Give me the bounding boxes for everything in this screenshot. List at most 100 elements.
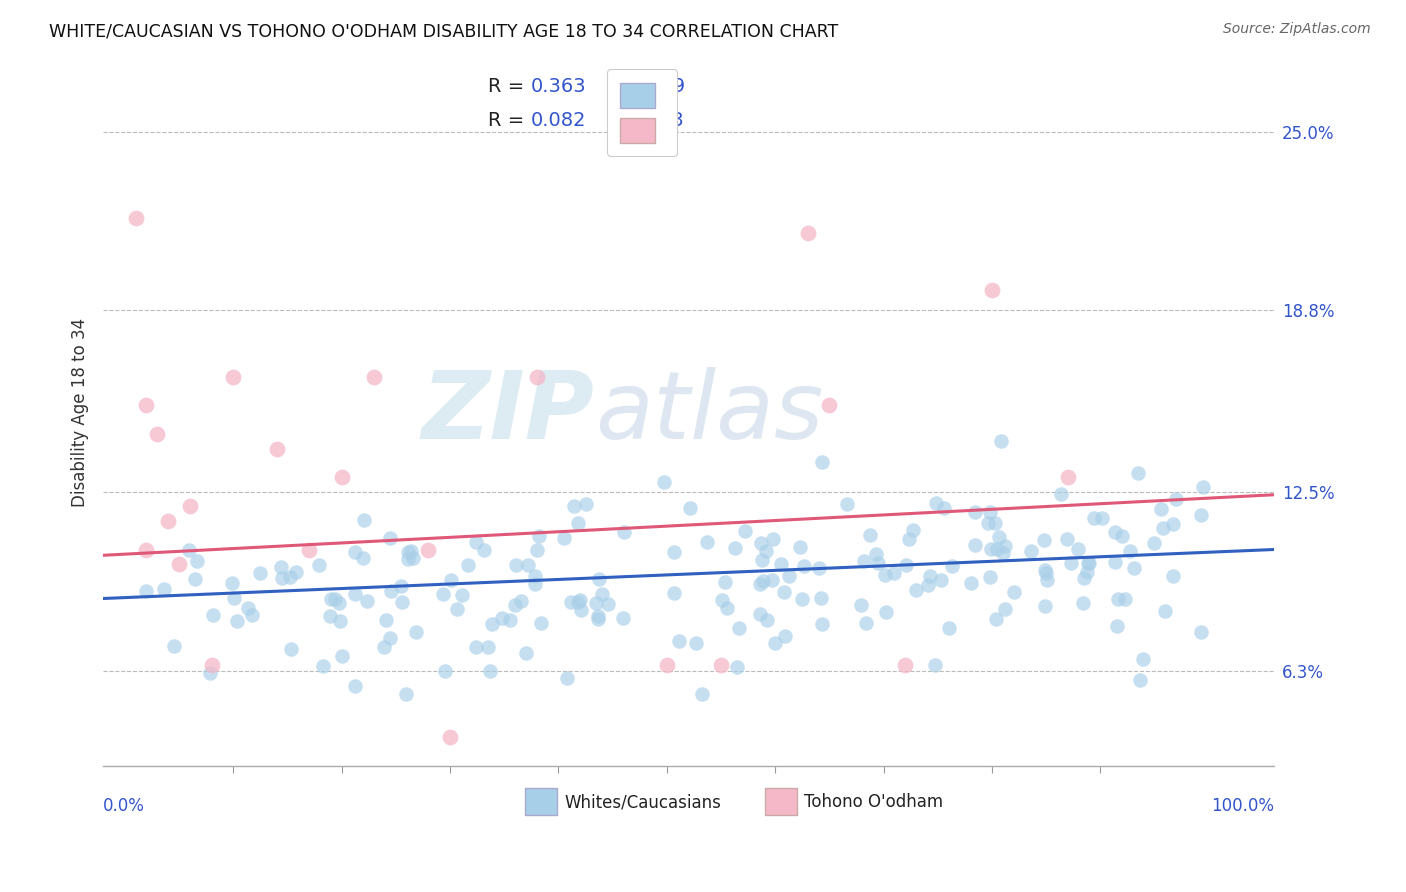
Point: [755, 613, 778, 627]
Point: [312, 659, 335, 673]
Point: [883, 566, 905, 580]
Point: [668, 634, 690, 648]
Point: [179, 500, 201, 514]
Point: [664, 545, 686, 559]
Point: [396, 545, 419, 559]
Point: [330, 470, 353, 484]
Point: [755, 543, 778, 558]
Point: [748, 576, 770, 591]
Point: [963, 537, 986, 551]
Point: [157, 514, 180, 528]
Point: [479, 664, 502, 678]
Point: [1071, 596, 1094, 610]
Point: [724, 541, 747, 555]
Point: [1033, 599, 1056, 614]
Point: [328, 596, 350, 610]
Point: [560, 594, 582, 608]
Point: [222, 369, 245, 384]
Point: [938, 621, 960, 635]
Point: [352, 551, 374, 566]
Point: [1073, 571, 1095, 585]
Point: [748, 607, 770, 621]
Point: [986, 612, 1008, 626]
Point: [808, 561, 831, 575]
Point: [1083, 511, 1105, 525]
Point: [373, 640, 395, 654]
Point: [402, 550, 425, 565]
Point: [1066, 541, 1088, 556]
Point: [994, 601, 1017, 615]
Point: [343, 586, 366, 600]
Point: [146, 427, 169, 442]
Point: [596, 597, 619, 611]
Point: [994, 539, 1017, 553]
Point: [713, 574, 735, 589]
Text: Tohono O'odham: Tohono O'odham: [804, 793, 943, 812]
Point: [530, 615, 553, 630]
Point: [1105, 619, 1128, 633]
Point: [941, 559, 963, 574]
Point: [585, 596, 607, 610]
Point: [793, 558, 815, 573]
Text: 0.082: 0.082: [530, 112, 586, 130]
Point: [1077, 557, 1099, 571]
Point: [298, 542, 321, 557]
Point: [917, 577, 939, 591]
Point: [527, 529, 550, 543]
FancyBboxPatch shape: [524, 789, 557, 815]
Point: [1163, 516, 1185, 531]
Legend: , : ,: [606, 70, 676, 156]
Point: [481, 617, 503, 632]
Point: [344, 679, 367, 693]
Point: [221, 576, 243, 591]
Point: [391, 595, 413, 609]
Point: [1129, 673, 1152, 688]
Point: [918, 568, 941, 582]
Point: [249, 566, 271, 580]
Point: [986, 541, 1008, 556]
Point: [1132, 652, 1154, 666]
Point: [1056, 532, 1078, 546]
Point: [405, 625, 427, 640]
Point: [375, 613, 398, 627]
Point: [555, 671, 578, 685]
Point: [451, 588, 474, 602]
Text: 0.0%: 0.0%: [103, 797, 145, 815]
Point: [1152, 521, 1174, 535]
Text: 199: 199: [648, 78, 686, 96]
Point: [652, 475, 675, 490]
Point: [1126, 466, 1149, 480]
Point: [446, 602, 468, 616]
Point: [523, 569, 546, 583]
Point: [491, 611, 513, 625]
Point: [328, 615, 350, 629]
Point: [979, 570, 1001, 584]
Point: [526, 369, 548, 384]
Point: [330, 649, 353, 664]
Point: [198, 665, 221, 680]
Point: [1060, 556, 1083, 570]
Point: [569, 603, 592, 617]
Point: [1143, 536, 1166, 550]
Point: [679, 500, 702, 515]
Point: [553, 531, 575, 545]
Point: [875, 605, 897, 619]
Point: [852, 554, 875, 568]
Point: [866, 557, 889, 571]
Point: [284, 566, 307, 580]
Point: [472, 543, 495, 558]
Point: [987, 529, 1010, 543]
Point: [399, 544, 422, 558]
Point: [725, 660, 748, 674]
Point: [751, 553, 773, 567]
Point: [897, 532, 920, 546]
Point: [728, 621, 751, 635]
Point: [591, 587, 613, 601]
Point: [1036, 573, 1059, 587]
Point: [865, 547, 887, 561]
Point: [981, 283, 1004, 297]
Point: [859, 528, 882, 542]
Point: [769, 557, 792, 571]
Point: [278, 570, 301, 584]
Point: [984, 516, 1007, 531]
